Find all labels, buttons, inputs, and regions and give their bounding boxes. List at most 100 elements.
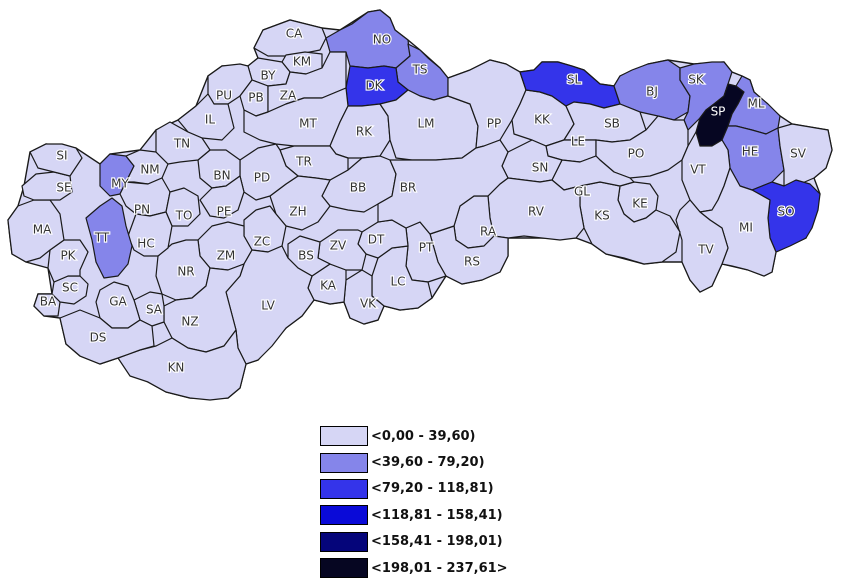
district-label-se: SE (56, 181, 71, 195)
district-label-pn: PN (134, 203, 150, 217)
legend-label: <158,41 - 198,01) (371, 534, 503, 550)
district-label-sk: SK (688, 73, 705, 87)
district-label-km: KM (293, 55, 311, 69)
district-label-sb: SB (604, 117, 620, 131)
district-label-si: SI (56, 149, 67, 163)
legend-label: <39,60 - 79,20) (371, 455, 485, 471)
legend-swatch (320, 531, 368, 552)
district-label-tv: TV (697, 243, 714, 257)
legend-item: <39,60 - 79,20) (320, 449, 520, 475)
district-ba[interactable] (33, 293, 61, 317)
district-label-dk: DK (365, 79, 383, 93)
district-label-zc: ZC (254, 235, 271, 249)
district-label-rv: RV (528, 205, 545, 219)
district-label-nr: NR (177, 265, 194, 279)
district-label-mt: MT (299, 117, 317, 131)
legend-label: <198,01 - 237,61> (371, 560, 508, 576)
legend-swatch (320, 478, 368, 499)
district-tv[interactable] (675, 199, 729, 293)
district-label-bs: BS (298, 249, 314, 263)
district-label-tn: TN (173, 137, 190, 151)
legend-swatch (320, 505, 368, 526)
district-label-dt: DT (368, 233, 385, 247)
district-label-no: NO (373, 33, 391, 47)
district-label-tr: TR (295, 155, 312, 169)
district-pk[interactable] (47, 239, 89, 283)
district-label-ds: DS (90, 331, 107, 345)
district-br[interactable] (377, 139, 509, 235)
district-label-pb: PB (248, 91, 263, 105)
district-label-hc: HC (137, 237, 154, 251)
district-label-sp: SP (711, 105, 726, 119)
district-label-sn: SN (532, 161, 549, 175)
district-si[interactable] (29, 143, 83, 177)
district-ma[interactable] (7, 199, 65, 263)
district-label-ma: MA (33, 223, 52, 237)
district-label-he: HE (742, 145, 759, 159)
district-tn[interactable] (155, 121, 211, 165)
district-label-br: BR (400, 181, 417, 195)
district-label-by: BY (261, 69, 277, 83)
district-label-tt: TT (94, 231, 110, 245)
district-ks[interactable] (579, 181, 681, 265)
legend-item: <158,41 - 198,01) (320, 529, 520, 555)
legend-item: <79,20 - 118,81) (320, 476, 520, 502)
district-label-mi: MI (739, 221, 753, 235)
district-tt[interactable] (85, 197, 133, 279)
district-label-sv: SV (790, 147, 807, 161)
district-label-ke: KE (632, 197, 647, 211)
district-label-vt: VT (690, 163, 706, 177)
district-label-kn: KN (168, 361, 185, 375)
district-label-ks: KS (594, 209, 610, 223)
legend-item: <118,81 - 158,41) (320, 502, 520, 528)
district-label-zh: ZH (289, 205, 306, 219)
district-label-bn: BN (213, 169, 230, 183)
district-pe[interactable] (199, 175, 245, 219)
district-label-ml: ML (747, 97, 764, 111)
district-sv[interactable] (777, 123, 833, 187)
district-label-lm: LM (417, 117, 434, 131)
district-label-ts: TS (412, 63, 428, 77)
district-label-sa: SA (146, 303, 163, 317)
district-label-zm: ZM (217, 249, 236, 263)
district-label-zv: ZV (330, 239, 347, 253)
legend-swatch (320, 452, 368, 473)
district-label-pk: PK (60, 249, 76, 263)
district-label-za: ZA (280, 89, 297, 103)
district-label-vk: VK (360, 297, 377, 311)
legend-label: <118,81 - 158,41) (371, 507, 503, 523)
district-label-po: PO (628, 147, 645, 161)
district-label-sl: SL (567, 73, 582, 87)
district-label-rk: RK (356, 125, 373, 139)
district-label-lc: LC (390, 275, 405, 289)
district-label-so: SO (777, 205, 794, 219)
district-label-nz: NZ (181, 315, 198, 329)
district-vk[interactable] (343, 269, 385, 325)
district-label-nm: NM (140, 163, 159, 177)
district-ds[interactable] (59, 309, 155, 365)
district-label-pd: PD (254, 171, 270, 185)
district-hc[interactable] (127, 211, 173, 257)
district-label-my: MY (111, 177, 129, 191)
district-label-gl: GL (574, 185, 590, 199)
legend-swatch (320, 558, 368, 579)
district-rs[interactable] (429, 225, 509, 285)
district-to[interactable] (165, 187, 201, 227)
district-label-ra: RA (480, 225, 497, 239)
district-label-pp: PP (487, 117, 501, 131)
legend-label: <0,00 - 39,60) (371, 428, 476, 444)
district-label-sc: SC (62, 281, 78, 295)
district-label-le: LE (571, 135, 585, 149)
district-se[interactable] (21, 171, 73, 201)
legend-item: <0,00 - 39,60) (320, 423, 520, 449)
legend-item: <198,01 - 237,61> (320, 555, 520, 581)
district-label-kk: KK (534, 113, 551, 127)
district-label-pt: PT (419, 241, 434, 255)
district-label-bj: BJ (646, 85, 658, 99)
district-label-ba: BA (40, 295, 57, 309)
district-label-lv: LV (261, 299, 275, 313)
legend-label: <79,20 - 118,81) (371, 481, 494, 497)
legend-swatch (320, 426, 368, 447)
